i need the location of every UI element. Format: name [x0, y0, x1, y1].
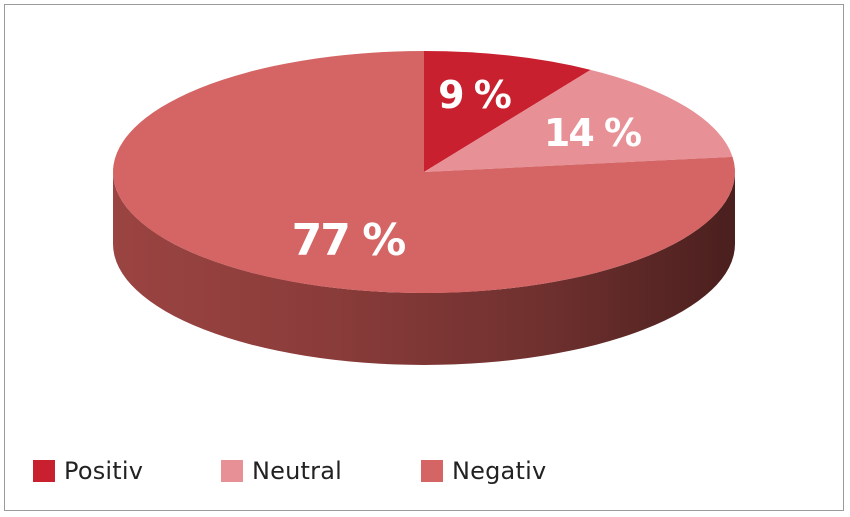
pie-slice-negativ	[112, 51, 735, 293]
slice-label-positiv: 9 %	[438, 73, 511, 117]
pie-slice-positiv	[424, 51, 591, 172]
pie-slice-neutral	[424, 69, 733, 172]
slice-label-negativ: 77 %	[292, 215, 406, 266]
slice-label-neutral: 14 %	[544, 111, 641, 155]
pie-side-wall	[113, 172, 735, 365]
